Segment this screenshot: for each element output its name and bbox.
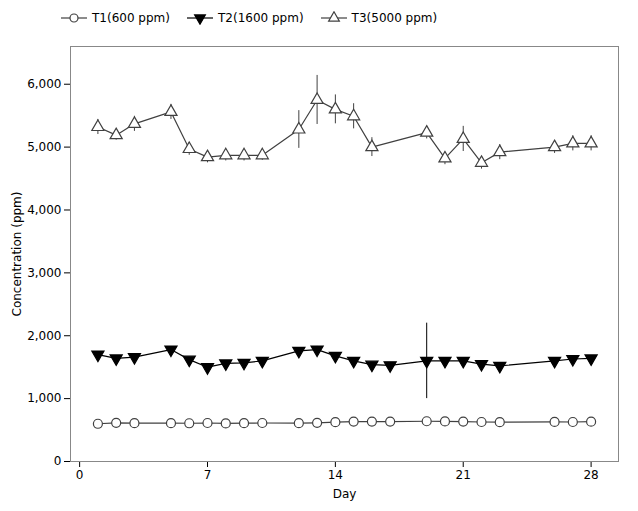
svg-text:4,000: 4,000 <box>27 203 61 217</box>
svg-text:28: 28 <box>583 468 598 482</box>
svg-text:Concentration (ppm): Concentration (ppm) <box>10 192 24 317</box>
svg-text:5,000: 5,000 <box>27 140 61 154</box>
svg-text:0: 0 <box>54 454 62 468</box>
html-text:T2(1600 ppm): T2(1600 ppm) <box>218 11 304 25</box>
svg-text:21: 21 <box>456 468 471 482</box>
svg-text:3,000: 3,000 <box>27 266 61 280</box>
svg-text:1,000: 1,000 <box>27 391 61 405</box>
svg-text:0: 0 <box>76 468 84 482</box>
svg-text:Day: Day <box>333 487 357 501</box>
svg-text:14: 14 <box>328 468 343 482</box>
svg-text:6,000: 6,000 <box>27 77 61 91</box>
svg-text:7: 7 <box>204 468 212 482</box>
html-text:T3(5000 ppm): T3(5000 ppm) <box>351 11 438 25</box>
svg-text:2,000: 2,000 <box>27 329 61 343</box>
html-text:T1(600 ppm): T1(600 ppm) <box>92 11 170 25</box>
